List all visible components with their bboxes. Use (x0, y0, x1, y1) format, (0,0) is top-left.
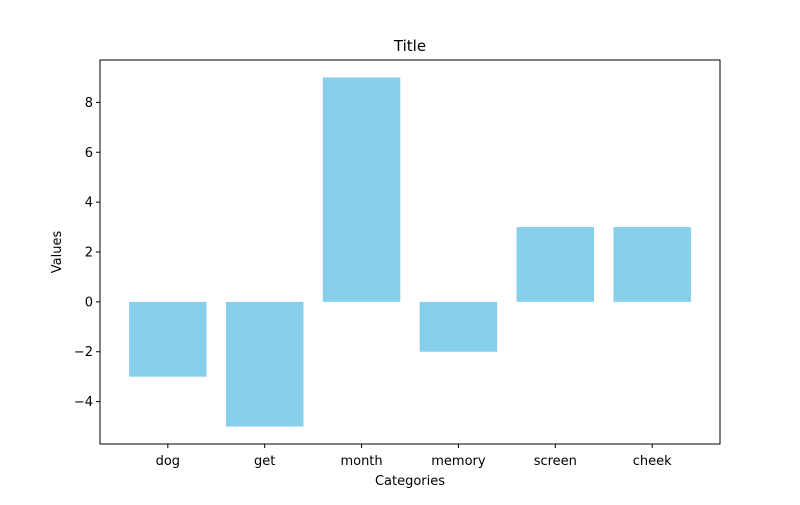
x-tick-label: memory (431, 454, 486, 469)
x-tick-label: dog (156, 454, 180, 469)
y-tick-label: 0 (85, 295, 93, 310)
x-axis-label: Categories (375, 474, 445, 489)
y-tick-label: 6 (85, 146, 93, 161)
bar-cheek (613, 227, 691, 302)
chart-title: Title (393, 37, 426, 55)
y-axis-label: Values (50, 231, 65, 274)
y-axis-ticks: −4 −2 0 2 4 6 8 (74, 96, 100, 410)
y-tick-label: −2 (74, 345, 93, 360)
bar-get (225, 301, 304, 427)
y-tick-label: 8 (85, 96, 93, 111)
bars-layer (129, 77, 691, 427)
y-tick-label: 2 (85, 246, 93, 261)
x-tick-label: screen (534, 454, 577, 469)
y-tick-label: 4 (85, 196, 93, 211)
bar-screen (516, 227, 595, 302)
x-tick-label: cheek (633, 454, 672, 469)
plot-frame (99, 59, 721, 445)
y-tick-label: −4 (74, 395, 93, 410)
x-axis-ticks: dog get month memory screen cheek (156, 444, 672, 469)
bar-month (322, 77, 401, 302)
x-tick-label: month (340, 454, 382, 469)
x-tick-label: get (254, 454, 275, 469)
bar-memory (419, 301, 498, 352)
bar-dog (129, 301, 207, 377)
